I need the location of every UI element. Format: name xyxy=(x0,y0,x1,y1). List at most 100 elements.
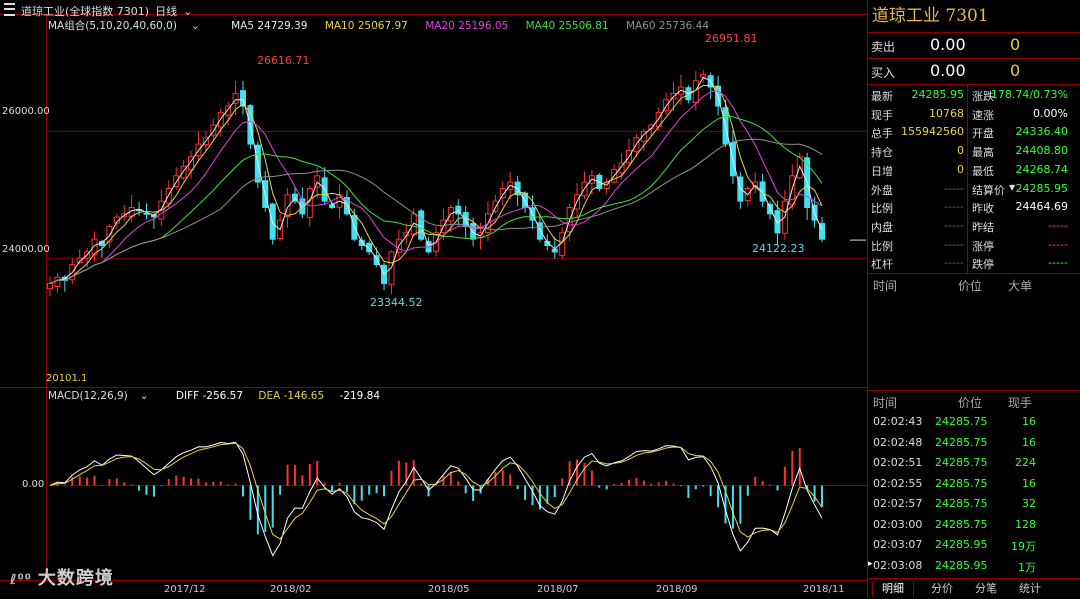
grid-left-label: 最新 xyxy=(871,90,893,103)
tick-volume: 19万 xyxy=(1011,540,1036,553)
sell-row[interactable]: 卖出 0.00 0 xyxy=(868,33,1080,59)
grid-left-value: ----- xyxy=(944,218,964,232)
grid-left-label: 持仓 xyxy=(871,146,893,160)
grid-right-value: ----- xyxy=(1048,218,1068,232)
candle-body xyxy=(455,205,462,215)
candle-body xyxy=(470,223,477,240)
ticks-header: 时间 价位 现手 xyxy=(868,391,1080,411)
tab-2[interactable]: 分笔 xyxy=(975,582,997,595)
ma40-line xyxy=(49,115,823,285)
ma-legend: MA组合(5,10,20,40,60,0) ⌄ MA5 24729.39 MA10… xyxy=(48,18,723,33)
tick-row[interactable]: 02:02:48 24285.75 16 xyxy=(868,432,1080,453)
grid-divider xyxy=(967,85,968,273)
ma20-line xyxy=(49,90,823,285)
candle-body xyxy=(373,255,380,266)
ma60-value: MA60 25736.44 xyxy=(625,20,710,32)
buy-label: 买入 xyxy=(871,66,896,80)
candle-body xyxy=(536,222,543,240)
tab-1[interactable]: 分价 xyxy=(931,582,953,595)
annotation-start: 20101.1 xyxy=(46,373,88,384)
grid-left-label: 日增 xyxy=(871,164,893,178)
grid-left-value: 10768 xyxy=(929,106,964,120)
price-tick-26000: 26000.00 xyxy=(2,106,50,117)
grid-left-label: 总手 xyxy=(871,127,893,141)
ma10-value: MA10 25067.97 xyxy=(324,20,408,32)
tick-price: 24285.95 xyxy=(935,538,988,551)
time-tick: 2018/02 xyxy=(270,584,312,595)
chart-area[interactable]: 道琼工业(全球指数 7301) 日线 ⌄ MA组合(5,10,20,40,60,0)… xyxy=(0,0,867,598)
grid-right-label: 速涨 xyxy=(972,108,994,122)
tick-row[interactable]: ▸ 02:03:08 24285.95 1万 xyxy=(868,555,1080,576)
ticks-price-header: 价位 xyxy=(958,396,983,410)
price-tick-24000: 24000.00 xyxy=(2,244,50,255)
tab-0[interactable]: 明细 xyxy=(872,581,914,597)
dea-line xyxy=(49,442,823,540)
grid-right-value: ----- xyxy=(1048,237,1068,251)
menu-icon[interactable] xyxy=(4,3,15,16)
time-tick: 2018/09 xyxy=(656,584,698,595)
bigorder-price-header: 价位 xyxy=(958,279,983,293)
watermark: ℓ⁰⁰ 大数跨境 xyxy=(10,564,114,590)
triangle-down-icon[interactable]: ▼ xyxy=(1009,182,1016,192)
ma-group-selector[interactable]: MA组合(5,10,20,40,60,0) ⌄ xyxy=(48,20,214,32)
quote-grid: 最新 24285.95 现手 10768 总手 155942560 持仓 0 日增 0 外盘 ----… xyxy=(868,85,1080,274)
tick-time: 02:02:48 xyxy=(873,435,923,449)
tick-row[interactable]: 02:02:55 24285.75 16 xyxy=(868,473,1080,494)
tab-3[interactable]: 统计 xyxy=(1019,582,1041,595)
ma40-value: MA40 25506.81 xyxy=(525,20,609,32)
tick-price: 24285.95 xyxy=(935,558,988,572)
grid-right-label: 涨停 xyxy=(972,239,994,253)
macd-selector[interactable]: MACD(12,26,9) ⌄ xyxy=(48,390,161,402)
candle-body xyxy=(54,276,61,287)
candle-body xyxy=(492,200,499,212)
ticks-list[interactable]: 02:02:43 24285.75 16 02:02:48 24285.75 16 02:0… xyxy=(868,411,1080,575)
candle-body xyxy=(106,226,113,243)
chart-toolbar: 道琼工业(全球指数 7301) 日线 ⌄ xyxy=(4,2,204,19)
candle-body xyxy=(767,203,774,215)
dea-value: DEA -146.65 xyxy=(258,390,325,402)
bigorder-list[interactable] xyxy=(868,294,1080,391)
period-label: 日线 xyxy=(155,5,178,18)
grid-left-value: ----- xyxy=(944,181,964,195)
tick-time: 02:02:55 xyxy=(873,476,923,490)
grid-right-value: ----- xyxy=(1048,256,1068,270)
macd-label: MACD(12,26,9) xyxy=(48,390,128,402)
macd-value: -219.84 xyxy=(339,390,381,402)
grid-right-value: 0.00% xyxy=(1033,106,1068,120)
bigorder-big-header: 大单 xyxy=(1008,279,1033,293)
bigorder-header: 时间 价位 大单 xyxy=(868,274,1080,294)
annotation-low-2: 24122.23 xyxy=(752,242,805,255)
grid-right-label: 开盘 xyxy=(972,127,994,141)
candle-body xyxy=(329,204,336,208)
panel-tabs: 明细 分价 分笔 统计 xyxy=(868,578,1080,599)
grid-left-value: 0 xyxy=(957,162,964,176)
grid-right-value: 24336.40 xyxy=(1015,125,1069,139)
tick-volume: 32 xyxy=(1022,497,1036,510)
candle-body xyxy=(499,187,506,199)
grid-left-value: 24285.95 xyxy=(911,88,965,101)
chevron-down-icon: ⌄ xyxy=(183,5,193,18)
tick-time: 02:03:00 xyxy=(873,517,923,531)
grid-left-label: 现手 xyxy=(871,108,893,122)
grid-right-value: 24268.74 xyxy=(1015,162,1069,176)
candle-body xyxy=(240,90,246,107)
tick-price: 24285.75 xyxy=(935,456,988,469)
grid-left-value: ----- xyxy=(944,256,964,270)
ma60-line xyxy=(49,138,823,285)
grid-left-label: 内盘 xyxy=(871,220,893,234)
tick-volume: 128 xyxy=(1015,517,1036,531)
period-selector[interactable]: 日线 ⌄ xyxy=(155,5,198,18)
tick-row[interactable]: 02:02:43 24285.75 16 xyxy=(868,411,1080,432)
buy-row[interactable]: 买入 0.00 0 xyxy=(868,59,1080,85)
kline-chart-svg[interactable] xyxy=(0,0,867,598)
tick-row[interactable]: 02:02:57 24285.75 32 xyxy=(868,493,1080,514)
tick-volume: 1万 xyxy=(1018,560,1036,574)
grid-left-value: ----- xyxy=(944,200,964,214)
grid-right-value: 24408.80 xyxy=(1015,144,1069,158)
tick-row[interactable]: 02:03:00 24285.75 128 xyxy=(868,514,1080,535)
candle-body xyxy=(284,194,291,217)
tick-row[interactable]: 02:02:51 24285.75 224 xyxy=(868,452,1080,473)
grid-left-label: 外盘 xyxy=(871,183,893,197)
tick-row[interactable]: 02:03:07 24285.95 19万 xyxy=(868,534,1080,555)
annotation-low-1: 23344.52 xyxy=(370,296,423,309)
